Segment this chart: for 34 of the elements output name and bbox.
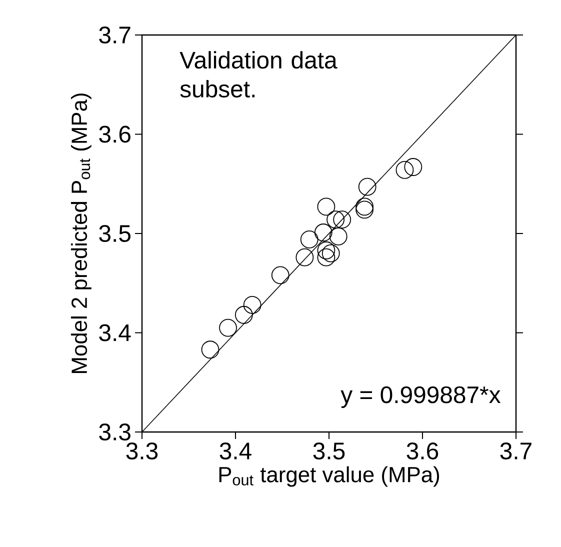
x-tick-label: 3.3 bbox=[126, 442, 158, 460]
y-tick-label: 3.5 bbox=[99, 225, 130, 242]
y-tick-label: 3.3 bbox=[99, 424, 130, 440]
point bbox=[219, 318, 237, 337]
x-tick-label: 3.4 bbox=[220, 442, 252, 460]
y-axis-title: Model 2 predicted P$_{out}$ (MPa) bbox=[70, 94, 92, 373]
point bbox=[314, 224, 332, 242]
x-axis-title: P$_{out}$ target value (MPa) bbox=[219, 466, 440, 487]
point bbox=[243, 296, 262, 314]
point bbox=[326, 210, 344, 229]
point bbox=[358, 178, 376, 196]
point bbox=[317, 241, 336, 260]
point bbox=[356, 198, 374, 216]
point bbox=[296, 248, 314, 266]
y-tick-label: 3.4 bbox=[99, 324, 131, 342]
point bbox=[396, 161, 414, 179]
point bbox=[329, 228, 348, 246]
x-tick-label: 3.7 bbox=[500, 442, 532, 460]
point bbox=[404, 158, 422, 176]
point bbox=[234, 306, 253, 324]
point bbox=[317, 248, 336, 266]
point bbox=[201, 340, 220, 359]
x-tick-label: 3.6 bbox=[406, 442, 438, 460]
y-tick-label: 3.7 bbox=[99, 26, 130, 44]
point bbox=[356, 200, 374, 219]
annotation: Validation data subset. bbox=[180, 51, 338, 98]
point bbox=[317, 198, 336, 216]
point bbox=[300, 230, 318, 248]
point bbox=[333, 210, 352, 229]
y-tick-label: 3.6 bbox=[99, 126, 130, 143]
point bbox=[322, 244, 340, 262]
point bbox=[271, 266, 290, 284]
annotation: y = 0.999887*x bbox=[340, 386, 501, 408]
x-tick-label: 3.5 bbox=[313, 442, 345, 460]
